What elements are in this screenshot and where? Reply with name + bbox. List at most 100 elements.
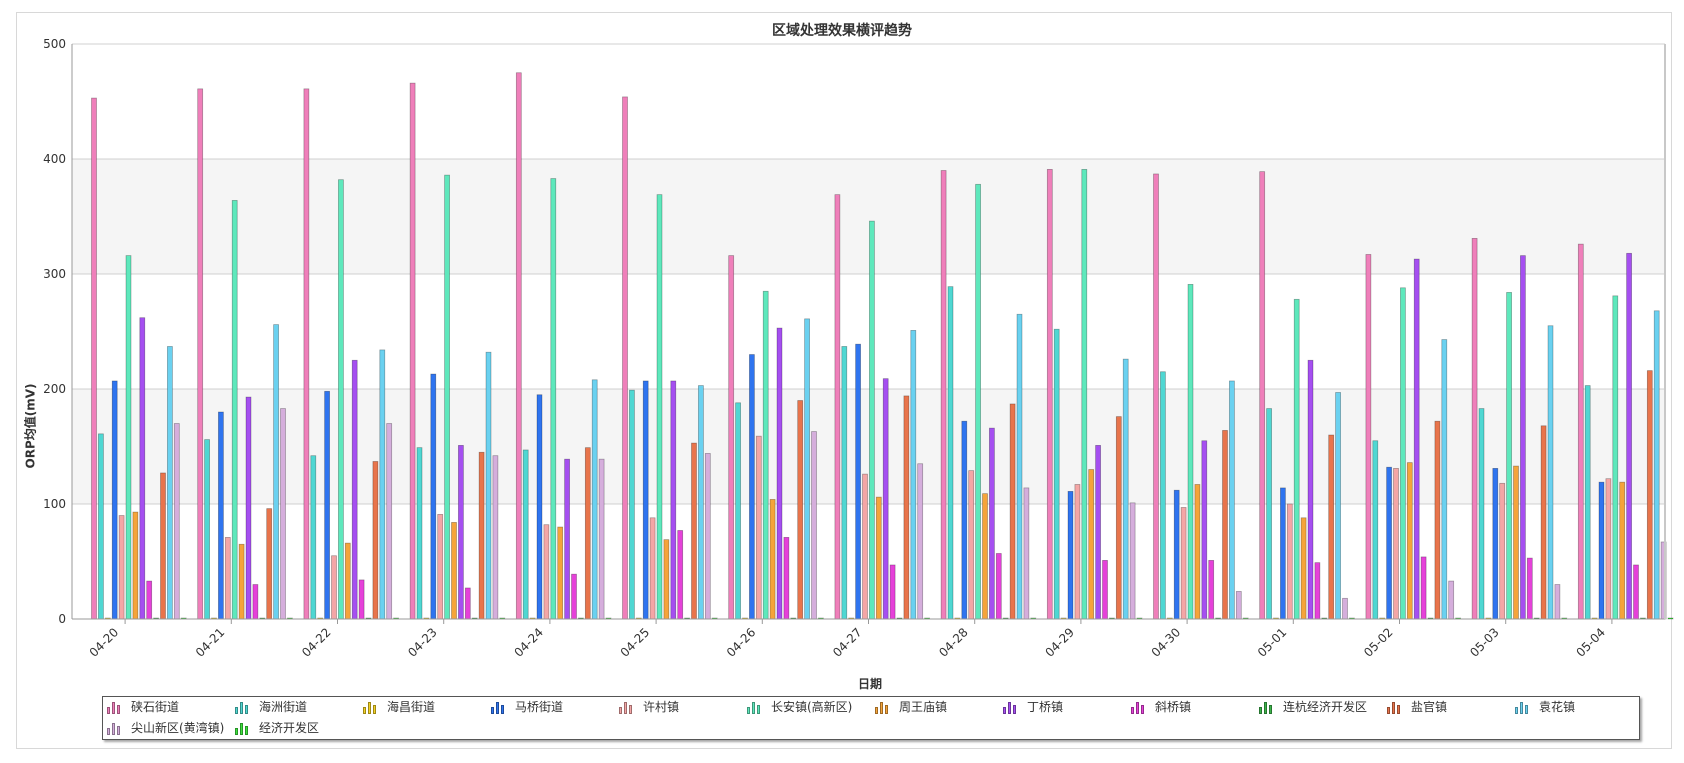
bar[interactable] [834,194,841,620]
bar[interactable] [797,400,804,620]
bar[interactable] [862,473,868,620]
bar[interactable] [204,439,210,620]
bar[interactable] [1365,254,1372,620]
bar[interactable] [1667,617,1674,620]
bar[interactable] [451,522,457,620]
legend-item[interactable]: 丁桥镇 [1003,697,1063,717]
bar[interactable] [1584,385,1591,620]
bar[interactable] [1386,466,1392,620]
bar[interactable] [642,380,649,620]
bar[interactable] [331,555,337,620]
bar[interactable] [1259,171,1266,620]
bar[interactable] [492,455,499,620]
bar[interactable] [1492,468,1499,620]
bar[interactable] [1605,478,1612,620]
bar[interactable] [811,431,817,620]
bar[interactable] [379,349,386,620]
bar[interactable] [1400,287,1406,620]
bar[interactable] [762,290,769,620]
bar[interactable] [656,194,663,620]
bar[interactable] [444,174,450,620]
bar[interactable] [1406,462,1413,620]
bar[interactable] [372,461,379,620]
bar[interactable] [598,458,605,620]
bar[interactable] [1009,403,1016,620]
legend-item[interactable]: 海昌街道 [363,697,435,717]
bar[interactable] [989,427,995,620]
legend-item[interactable]: 袁花镇 [1515,697,1575,717]
bar[interactable] [698,385,704,620]
bar[interactable] [146,580,153,620]
bar[interactable] [1513,465,1519,620]
bar[interactable] [1554,584,1561,620]
bar[interactable] [1646,370,1653,620]
bar[interactable] [266,508,273,620]
bar[interactable] [118,515,125,620]
bar[interactable] [940,170,947,620]
bar[interactable] [409,82,416,620]
bar[interactable] [1434,420,1441,620]
bar[interactable] [1526,557,1533,620]
bar[interactable] [485,351,492,620]
bar[interactable] [91,97,97,620]
bar[interactable] [522,449,529,620]
bar[interactable] [1293,298,1300,620]
bar[interactable] [1314,562,1321,620]
bar[interactable] [173,423,180,620]
bar[interactable] [1201,440,1208,620]
bar[interactable] [478,451,485,620]
legend-item[interactable]: 周王庙镇 [875,697,947,717]
bar[interactable] [755,435,762,620]
bar[interactable] [238,543,245,620]
bar[interactable] [231,200,238,620]
bar[interactable] [125,255,132,620]
legend-item[interactable]: 尖山新区(黄湾镇) [107,718,224,738]
bar[interactable] [968,470,975,620]
legend-item[interactable]: 经济开发区 [235,718,319,738]
bar[interactable] [670,380,677,620]
bar[interactable] [1122,358,1129,620]
bar[interactable] [167,346,173,620]
bar[interactable] [677,530,684,620]
bar[interactable] [1598,481,1605,620]
bar[interactable] [1229,380,1235,620]
bar[interactable] [338,179,344,620]
bar[interactable] [982,493,988,620]
bar[interactable] [1619,481,1626,620]
bar[interactable] [1194,484,1201,620]
bar[interactable] [1633,564,1639,620]
bar[interactable] [622,96,628,620]
bar[interactable] [975,183,981,620]
bar[interactable] [691,442,697,620]
bar[interactable] [416,447,423,620]
bar[interactable] [1081,169,1088,620]
bar[interactable] [132,511,139,620]
bar[interactable] [917,463,924,620]
bar[interactable] [1173,489,1180,620]
bar[interactable] [1074,484,1081,620]
bar[interactable] [1577,243,1584,620]
bar[interactable] [98,433,104,620]
bar[interactable] [649,517,656,620]
bar[interactable] [903,395,910,620]
bar[interactable] [1471,238,1478,620]
bar[interactable] [1235,591,1242,620]
legend-item[interactable]: 斜桥镇 [1131,697,1191,717]
bar[interactable] [776,327,783,620]
bar[interactable] [735,402,741,620]
bar[interactable] [629,389,635,620]
bar[interactable] [1280,487,1286,620]
bar[interactable] [273,324,279,620]
bar[interactable] [1102,559,1108,620]
bar[interactable] [324,390,330,620]
bar[interactable] [252,584,259,620]
bar[interactable] [1067,491,1074,620]
bar[interactable] [1328,434,1335,620]
bar[interactable] [704,453,711,620]
bar[interactable] [1129,502,1136,620]
bar[interactable] [111,380,118,620]
bar[interactable] [280,408,286,620]
bar[interactable] [1300,517,1307,620]
bar[interactable] [1506,292,1512,620]
bar[interactable] [358,579,365,620]
